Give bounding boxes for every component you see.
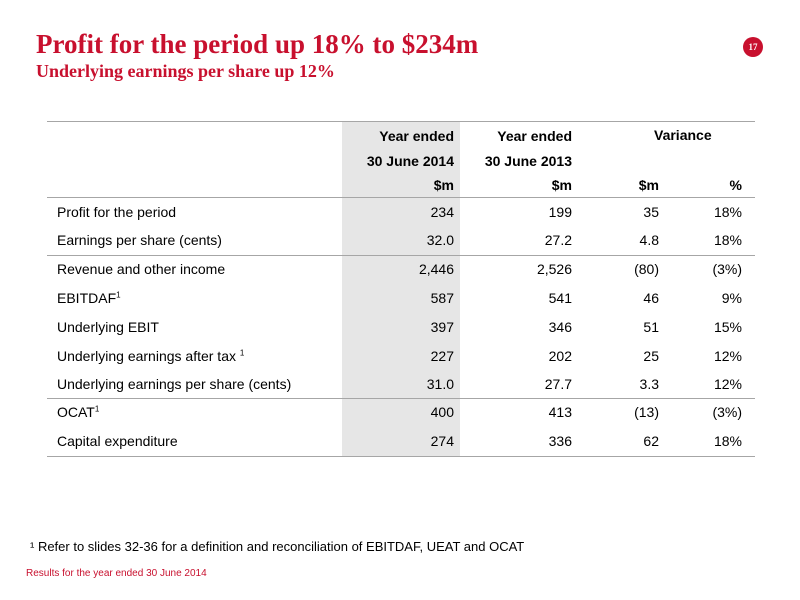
row-label-profit: Profit for the period xyxy=(57,204,177,220)
row-profit-pct: 18% xyxy=(713,204,742,220)
current-year-column-shading xyxy=(342,121,460,456)
row-eps-prior: 27.2 xyxy=(544,232,572,248)
footnote-marker: 1 xyxy=(94,404,100,414)
col-header-prior-line1: Year ended xyxy=(497,128,572,144)
row-ebit-current: 397 xyxy=(430,319,454,335)
col-header-variance: Variance xyxy=(654,127,712,143)
section-divider xyxy=(47,255,755,256)
table-top-rule xyxy=(47,121,755,122)
row-ueat-pct: 12% xyxy=(713,348,742,364)
row-profit-prior: 199 xyxy=(548,204,572,220)
row-label-ueat: Underlying earnings after tax 1 xyxy=(57,348,245,364)
row-revenue-prior: 2,526 xyxy=(536,261,572,277)
row-capex-pct: 18% xyxy=(713,433,742,449)
page-number-badge: 17 xyxy=(743,37,763,57)
row-eps-current: 32.0 xyxy=(426,232,454,248)
row-ueps-var: 3.3 xyxy=(639,376,659,392)
row-label-ocat: OCAT1 xyxy=(57,404,100,420)
row-ebit-pct: 15% xyxy=(713,319,742,335)
row-capex-prior: 336 xyxy=(548,433,572,449)
row-ueps-current: 31.0 xyxy=(426,376,454,392)
row-ebit-prior: 346 xyxy=(548,319,572,335)
row-capex-current: 274 xyxy=(430,433,454,449)
row-eps-pct: 18% xyxy=(713,232,742,248)
col-header-variance-pct: % xyxy=(729,177,742,193)
row-label-revenue: Revenue and other income xyxy=(57,261,226,277)
row-ebitdaf-var: 46 xyxy=(643,290,659,306)
footnote-marker: 1 xyxy=(239,348,245,358)
footnote-marker: 1 xyxy=(116,290,121,300)
row-ebitdaf-pct: 9% xyxy=(721,290,742,306)
row-profit-current: 234 xyxy=(430,204,454,220)
slide-subtitle: Underlying earnings per share up 12% xyxy=(36,61,335,81)
row-ocat-prior: 413 xyxy=(548,404,572,420)
slide-title: Profit for the period up 18% to $234m xyxy=(36,29,479,59)
header-bottom-rule xyxy=(47,197,755,198)
row-ocat-current: 400 xyxy=(430,404,454,420)
row-revenue-pct: (3%) xyxy=(712,261,742,277)
footnote: ¹ Refer to slides 32-36 for a definition… xyxy=(30,539,525,554)
row-ebitdaf-prior: 541 xyxy=(548,290,572,306)
row-label-ebitdaf: EBITDAF1 xyxy=(57,290,121,306)
row-ocat-var: (13) xyxy=(634,404,659,420)
col-header-prior-line2: 30 June 2013 xyxy=(484,153,572,169)
section-divider xyxy=(47,398,755,399)
row-profit-var: 35 xyxy=(643,204,659,220)
col-header-current-unit: $m xyxy=(433,177,454,193)
col-header-variance-unit: $m xyxy=(638,177,659,193)
row-label-underlying-ebit: Underlying EBIT xyxy=(57,319,159,335)
row-ueps-pct: 12% xyxy=(713,376,742,392)
row-revenue-current: 2,446 xyxy=(418,261,454,277)
row-label-capex: Capital expenditure xyxy=(57,433,178,449)
row-eps-var: 4.8 xyxy=(639,232,659,248)
row-ueat-current: 227 xyxy=(430,348,454,364)
row-label-underlying-eps: Underlying earnings per share (cents) xyxy=(57,376,292,392)
table-bottom-rule xyxy=(47,456,755,457)
col-header-current-line1: Year ended xyxy=(379,128,454,144)
row-capex-var: 62 xyxy=(643,433,659,449)
row-ueps-prior: 27.7 xyxy=(544,376,572,392)
row-ebit-var: 51 xyxy=(643,319,659,335)
footer-text: Results for the year ended 30 June 2014 xyxy=(26,568,207,579)
row-ueat-prior: 202 xyxy=(548,348,572,364)
row-ocat-pct: (3%) xyxy=(712,404,742,420)
row-ebitdaf-current: 587 xyxy=(430,290,454,306)
col-header-current-line2: 30 June 2014 xyxy=(366,153,454,169)
row-ueat-var: 25 xyxy=(643,348,659,364)
col-header-prior-unit: $m xyxy=(551,177,572,193)
row-label-eps: Earnings per share (cents) xyxy=(57,232,222,248)
row-revenue-var: (80) xyxy=(634,261,659,277)
